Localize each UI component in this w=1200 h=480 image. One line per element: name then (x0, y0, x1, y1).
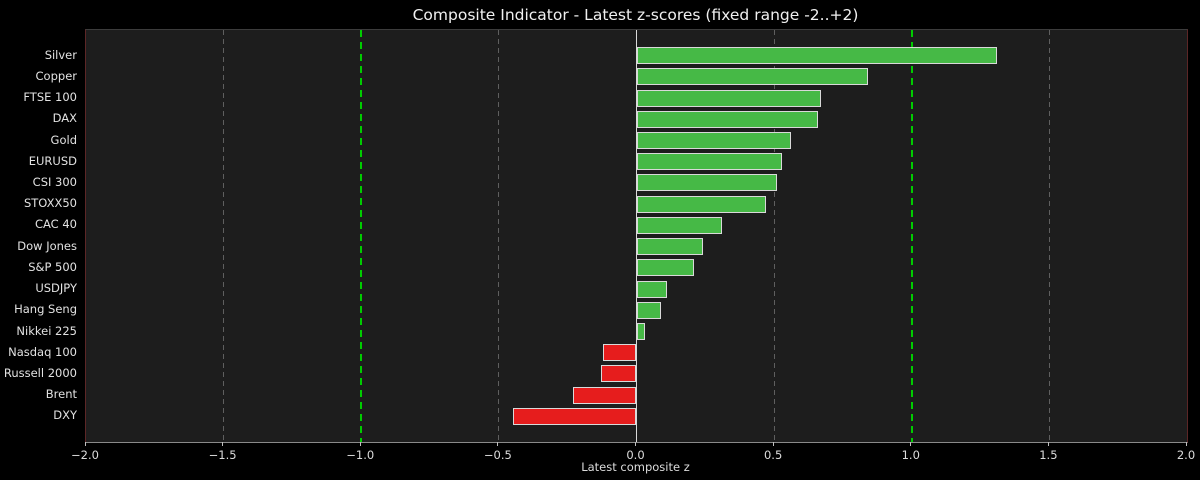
x-tick-mark (222, 442, 224, 446)
x-tick-mark (772, 442, 774, 446)
y-axis-label: USDJPY (35, 281, 77, 296)
x-tick-label: 1.0 (901, 448, 920, 462)
bar (636, 89, 821, 107)
y-axis-label: Silver (44, 47, 77, 62)
threshold-line (910, 30, 913, 442)
y-axis-label: Hang Seng (14, 302, 77, 317)
bar (636, 301, 662, 319)
x-tick-mark (1047, 442, 1049, 446)
y-axis-label: CAC 40 (34, 217, 77, 232)
plot-area (85, 29, 1188, 443)
gridline (773, 30, 775, 442)
bar (636, 259, 695, 277)
gridline (223, 30, 225, 442)
bar (636, 110, 819, 128)
x-tick-mark (84, 442, 86, 446)
bar (600, 365, 637, 383)
x-tick-label: 0.0 (626, 448, 645, 462)
gridline (498, 30, 500, 442)
bar (636, 280, 667, 298)
gridline (1048, 30, 1050, 442)
y-axis-label: DAX (52, 111, 77, 126)
y-axis-label: Copper (35, 68, 77, 83)
x-tick-mark (635, 442, 636, 446)
y-axis-label: Russell 2000 (3, 365, 77, 380)
bar (636, 132, 791, 149)
y-axis-label: EURUSD (28, 153, 77, 168)
bar (636, 195, 766, 213)
y-axis-label: Nikkei 225 (16, 323, 77, 338)
x-tick-mark (910, 442, 912, 446)
chart-title: Composite Indicator - Latest z-scores (f… (412, 6, 859, 24)
y-axis-label: STOXX50 (23, 196, 77, 211)
x-tick-label: −0.5 (483, 448, 512, 462)
x-tick-label: 0.5 (763, 448, 783, 462)
bar (636, 238, 703, 256)
y-axis-label: S&P 500 (28, 259, 77, 274)
bar (636, 323, 645, 340)
y-axis-label: Gold (50, 132, 77, 147)
x-tick-mark (1185, 442, 1187, 446)
bar (636, 153, 783, 171)
bar (573, 386, 637, 404)
x-tick-mark (359, 442, 361, 446)
bar (636, 47, 998, 65)
threshold-line (360, 30, 363, 442)
y-axis-label: Dow Jones (17, 238, 77, 253)
x-tick-label: 1.5 (1039, 448, 1058, 462)
x-tick-mark (497, 442, 499, 446)
y-axis-label: CSI 300 (32, 174, 77, 189)
y-axis-label: DXY (53, 408, 77, 423)
x-tick-label: −1.5 (208, 448, 237, 462)
bar (636, 68, 868, 86)
x-axis-title: Latest composite z (581, 460, 690, 474)
y-axis-label: FTSE 100 (23, 90, 77, 105)
x-tick-label: 2.0 (1176, 448, 1196, 462)
x-tick-label: −1.0 (346, 448, 375, 462)
bar (636, 174, 777, 192)
bar (512, 407, 637, 425)
y-axis-label: Brent (45, 387, 77, 402)
bar (636, 216, 722, 234)
bar (603, 344, 637, 362)
x-tick-label: −2.0 (71, 448, 99, 462)
zero-line (635, 30, 638, 442)
y-axis-label: Nasdaq 100 (8, 344, 77, 359)
